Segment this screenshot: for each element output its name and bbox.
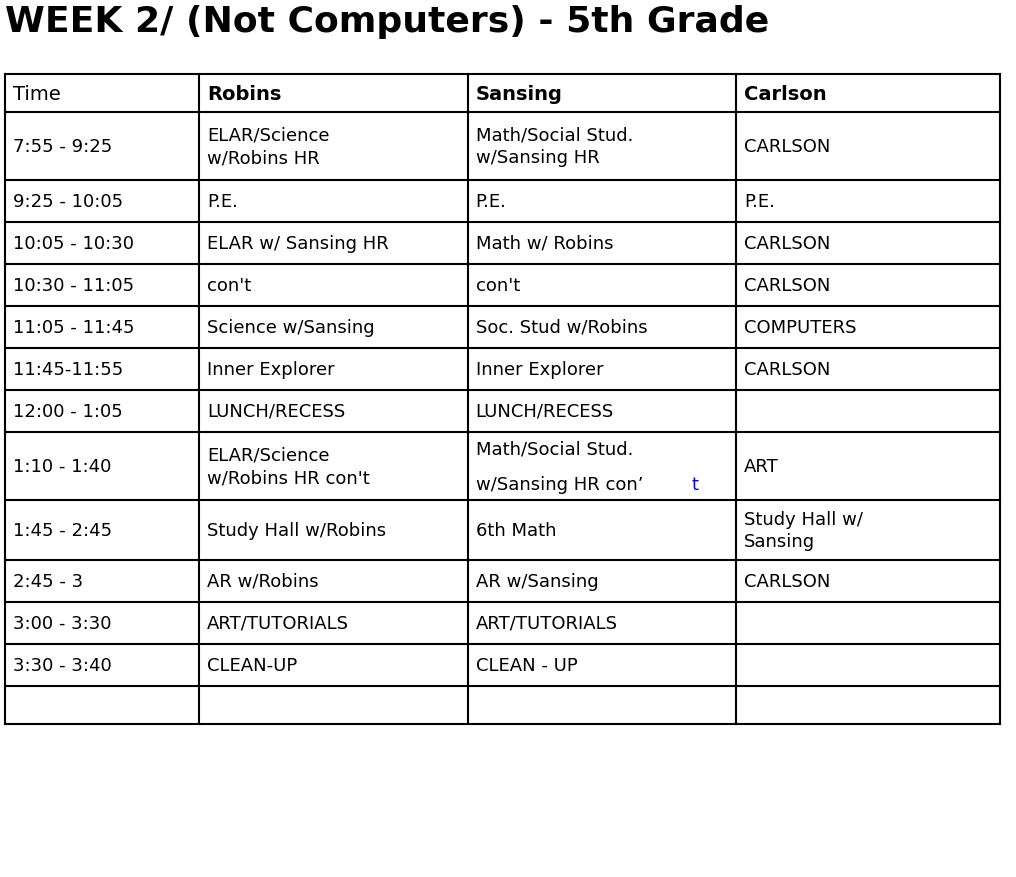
Text: w/Sansing HR con’: w/Sansing HR con’ xyxy=(475,475,643,493)
Text: 3:30 - 3:40: 3:30 - 3:40 xyxy=(13,656,112,674)
Text: COMPUTERS: COMPUTERS xyxy=(745,318,856,337)
Text: Soc. Stud w/Robins: Soc. Stud w/Robins xyxy=(475,318,647,337)
Text: ART/TUTORIALS: ART/TUTORIALS xyxy=(475,614,618,632)
Text: con't: con't xyxy=(475,276,520,295)
Text: Science w/Sansing: Science w/Sansing xyxy=(207,318,375,337)
Text: 1:45 - 2:45: 1:45 - 2:45 xyxy=(13,522,112,539)
Text: P.E.: P.E. xyxy=(745,193,775,210)
Text: CARLSON: CARLSON xyxy=(745,360,831,379)
Text: CLEAN - UP: CLEAN - UP xyxy=(475,656,577,674)
Text: 3:00 - 3:30: 3:00 - 3:30 xyxy=(13,614,112,632)
Text: Math/Social Stud.
w/Sansing HR: Math/Social Stud. w/Sansing HR xyxy=(475,126,633,168)
Text: 11:45-11:55: 11:45-11:55 xyxy=(13,360,123,379)
Text: WEEK 2/ (Not Computers) - 5th Grade: WEEK 2/ (Not Computers) - 5th Grade xyxy=(5,5,769,39)
Text: Carlson: Carlson xyxy=(745,84,827,103)
Text: 9:25 - 10:05: 9:25 - 10:05 xyxy=(13,193,123,210)
Text: CARLSON: CARLSON xyxy=(745,235,831,253)
Text: ELAR w/ Sansing HR: ELAR w/ Sansing HR xyxy=(207,235,389,253)
Text: 6th Math: 6th Math xyxy=(475,522,556,539)
Text: P.E.: P.E. xyxy=(475,193,507,210)
Text: LUNCH/RECESS: LUNCH/RECESS xyxy=(207,403,345,420)
Text: ELAR/Science
w/Robins HR con't: ELAR/Science w/Robins HR con't xyxy=(207,446,370,487)
Text: CARLSON: CARLSON xyxy=(745,276,831,295)
Text: 7:55 - 9:25: 7:55 - 9:25 xyxy=(13,138,112,156)
Text: ELAR/Science
w/Robins HR: ELAR/Science w/Robins HR xyxy=(207,126,329,168)
Text: Inner Explorer: Inner Explorer xyxy=(207,360,334,379)
Text: t: t xyxy=(692,475,699,493)
Text: CLEAN-UP: CLEAN-UP xyxy=(207,656,298,674)
Text: Inner Explorer: Inner Explorer xyxy=(475,360,604,379)
Text: AR w/Robins: AR w/Robins xyxy=(207,573,319,590)
Text: ART/TUTORIALS: ART/TUTORIALS xyxy=(207,614,350,632)
Text: Study Hall w/
Sansing: Study Hall w/ Sansing xyxy=(745,510,864,551)
Text: P.E.: P.E. xyxy=(207,193,238,210)
Text: AR w/Sansing: AR w/Sansing xyxy=(475,573,598,590)
Text: 2:45 - 3: 2:45 - 3 xyxy=(13,573,83,590)
Text: 11:05 - 11:45: 11:05 - 11:45 xyxy=(13,318,134,337)
Text: 1:10 - 1:40: 1:10 - 1:40 xyxy=(13,458,112,475)
Text: CARLSON: CARLSON xyxy=(745,138,831,156)
Text: Sansing: Sansing xyxy=(475,84,563,103)
Text: 12:00 - 1:05: 12:00 - 1:05 xyxy=(13,403,123,420)
Text: Math/Social Stud.: Math/Social Stud. xyxy=(475,440,633,458)
Text: con't: con't xyxy=(207,276,251,295)
Text: Time: Time xyxy=(13,84,61,103)
Text: Math w/ Robins: Math w/ Robins xyxy=(475,235,614,253)
Text: Study Hall w/Robins: Study Hall w/Robins xyxy=(207,522,386,539)
Text: 10:05 - 10:30: 10:05 - 10:30 xyxy=(13,235,134,253)
Text: ART: ART xyxy=(745,458,779,475)
Text: LUNCH/RECESS: LUNCH/RECESS xyxy=(475,403,614,420)
Text: CARLSON: CARLSON xyxy=(745,573,831,590)
Text: 10:30 - 11:05: 10:30 - 11:05 xyxy=(13,276,134,295)
Text: Robins: Robins xyxy=(207,84,281,103)
